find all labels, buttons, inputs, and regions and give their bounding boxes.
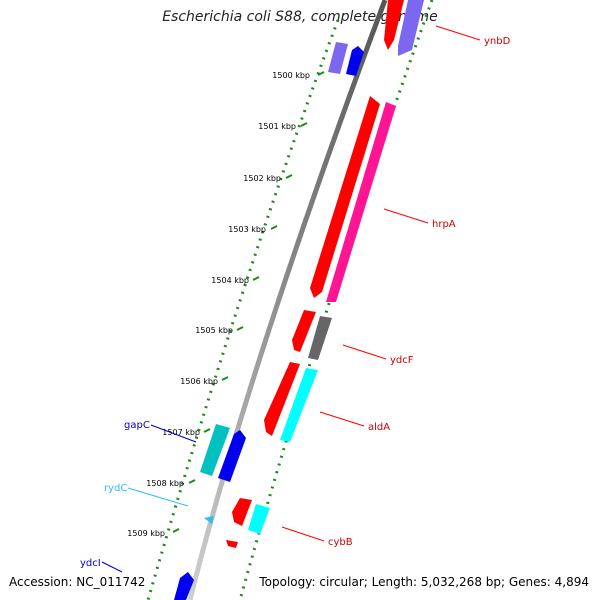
- gene-red-aldA[interactable]: [264, 362, 300, 436]
- label-hrpA: hrpA: [432, 219, 456, 230]
- tick-label: 1500 kbp: [272, 71, 310, 80]
- ruler-ring: [146, 19, 340, 600]
- tick-label: 1508 kbp: [146, 479, 184, 488]
- leader-cybB: [281, 526, 325, 542]
- map-title: Escherichia coli S88, complete genome: [162, 9, 438, 25]
- gene-aldA[interactable]: [280, 368, 318, 442]
- gene-rydC[interactable]: [204, 516, 214, 524]
- leader-ynbD: [435, 25, 481, 41]
- gene-hrpA[interactable]: [326, 102, 396, 302]
- tick-mark: [188, 479, 196, 484]
- gene-labels: ynbD hrpA ydcF aldA cybB gapC rydC ydcI: [80, 36, 511, 569]
- ruler-ticks: [172, 71, 325, 533]
- tick-mark: [221, 376, 229, 381]
- label-ynbD: ynbD: [484, 36, 511, 47]
- gene-red-small[interactable]: [226, 540, 238, 548]
- tick-label: 1501 kbp: [258, 122, 296, 131]
- gene-teal-gapC[interactable]: [200, 424, 230, 476]
- gene-cybB[interactable]: [248, 504, 270, 534]
- tick-mark: [236, 326, 244, 331]
- leader-hrpA: [383, 208, 429, 224]
- label-gapC: gapC: [124, 420, 150, 431]
- tick-label: 1504 kbp: [211, 276, 249, 285]
- label-rydC: rydC: [104, 483, 127, 494]
- label-aldA: aldA: [368, 422, 390, 433]
- tick-label: 1505 kbp: [195, 326, 233, 335]
- gene-blue-upper[interactable]: [346, 46, 364, 76]
- tick-label: 1503 kbp: [228, 225, 266, 234]
- gene-gapC[interactable]: [218, 430, 246, 482]
- tick-label: 1509 kbp: [127, 529, 165, 538]
- ruler-tick-labels: 1500 kbp 1501 kbp 1502 kbp 1503 kbp 1504 kbp…: [127, 71, 310, 538]
- tick-mark: [252, 276, 260, 281]
- tick-mark: [300, 122, 308, 127]
- tick-mark: [317, 71, 325, 76]
- gene-ydcF[interactable]: [308, 316, 332, 360]
- gene-features: [174, 0, 424, 600]
- gene-violet-upper[interactable]: [328, 42, 348, 74]
- leader-lines: [101, 25, 481, 573]
- tick-mark: [203, 428, 211, 433]
- label-ydcF: ydcF: [390, 355, 414, 366]
- tick-mark: [285, 174, 293, 179]
- tick-mark: [270, 225, 278, 230]
- leader-ydcI: [101, 561, 123, 573]
- leader-aldA: [319, 411, 365, 427]
- label-ydcI: ydcI: [80, 558, 101, 569]
- tick-mark: [172, 528, 180, 533]
- accession-text: Accession: NC_011742: [9, 575, 146, 589]
- genome-backbone: [187, 0, 388, 600]
- leader-ydcF: [342, 344, 387, 360]
- gene-ynbD-neighbor[interactable]: [398, 0, 424, 56]
- tick-label: 1507 kbp: [162, 428, 200, 437]
- gene-red-cybB[interactable]: [232, 498, 252, 526]
- tick-label: 1506 kbp: [180, 377, 218, 386]
- tick-label: 1502 kbp: [243, 174, 281, 183]
- gene-red-ydcF[interactable]: [292, 310, 316, 352]
- genome-summary-text: Topology: circular; Length: 5,032,268 bp…: [259, 575, 589, 589]
- leader-rydC: [127, 487, 189, 507]
- gene-red-long[interactable]: [310, 96, 380, 298]
- gene-ydcI[interactable]: [174, 572, 194, 600]
- label-cybB: cybB: [328, 537, 353, 548]
- gene-ynbD[interactable]: [384, 0, 404, 50]
- leader-gapC: [150, 424, 197, 443]
